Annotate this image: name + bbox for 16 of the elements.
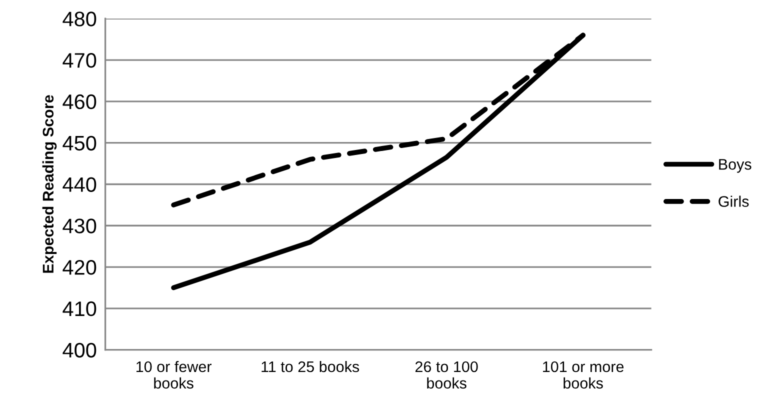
x-tick-label: 10 or fewer books xyxy=(136,360,212,389)
y-tick-label: 470 xyxy=(62,53,96,68)
y-axis-title: Expected Reading Score xyxy=(42,95,57,273)
x-tick-label: 26 to 100 books xyxy=(415,361,478,389)
legend-label: Boys xyxy=(719,159,752,173)
y-tick-label: 440 xyxy=(62,177,96,192)
y-tick-label: 430 xyxy=(62,218,96,234)
legend-label: Girls xyxy=(718,196,749,207)
x-tick-label: 101 or more books xyxy=(543,361,624,389)
x-tick-label: 11 to 25 books xyxy=(262,360,360,372)
y-tick-label: 460 xyxy=(62,94,96,110)
y-tick-label: 450 xyxy=(62,136,96,151)
y-tick-label: 480 xyxy=(62,12,96,26)
y-tick-label: 410 xyxy=(62,301,96,316)
y-tick-label: 420 xyxy=(62,260,96,275)
y-tick-label: 400 xyxy=(62,342,96,358)
